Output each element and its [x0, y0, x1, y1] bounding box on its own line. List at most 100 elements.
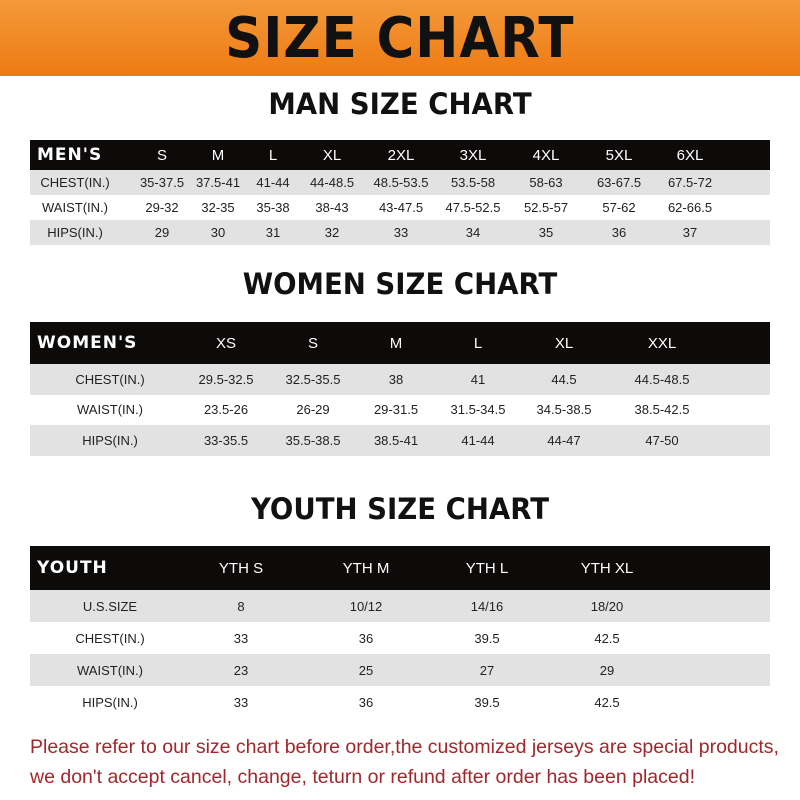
table-cell: 38	[388, 371, 404, 387]
row-label: CHEST(IN.)	[40, 175, 110, 190]
table-cell: 33	[233, 630, 249, 646]
youth-heading: YOUTH SIZE CHART	[250, 492, 550, 526]
table-header-row: WOMEN'S XS S M L XL XXL	[30, 322, 770, 364]
table-cell: 33	[393, 225, 409, 240]
table-cell: 8	[237, 598, 245, 614]
row-label: HIPS(IN.)	[82, 432, 138, 448]
table-cell: 41	[470, 371, 486, 387]
table-row: CHEST(IN.) 33 36 39.5 42.5	[30, 622, 770, 654]
notice-line-2: we don't accept cancel, change, teturn o…	[30, 766, 695, 788]
size-header: YTH M	[342, 559, 390, 577]
table-cell: 36	[358, 630, 374, 646]
table-cell: 41-44	[256, 175, 290, 190]
table-cell: 26-29	[296, 402, 330, 418]
table-title: MEN'S	[37, 145, 103, 165]
size-header: M	[389, 334, 403, 352]
table-cell: 47.5-52.5	[445, 200, 501, 215]
table-row: U.S.SIZE 8 10/12 14/16 18/20	[30, 590, 770, 622]
notice-line-1: Please refer to our size chart before or…	[30, 736, 779, 758]
table-cell: 31	[265, 225, 281, 240]
row-label: CHEST(IN.)	[75, 371, 145, 387]
size-header: XS	[215, 334, 237, 352]
size-header: 2XL	[387, 146, 415, 164]
table-title: YOUTH	[37, 558, 108, 578]
table-cell: 42.5	[594, 694, 620, 710]
size-header: L	[268, 146, 278, 164]
row-label: U.S.SIZE	[82, 598, 138, 614]
table-cell: 35-38	[256, 200, 290, 215]
size-header: 4XL	[532, 146, 560, 164]
size-header: YTH L	[465, 559, 509, 577]
table-cell: 32.5-35.5	[285, 371, 341, 387]
table-cell: 34	[465, 225, 481, 240]
men-heading: MAN SIZE CHART	[268, 87, 532, 121]
size-header: M	[211, 146, 225, 164]
table-cell: 25	[358, 662, 374, 678]
table-row: WAIST(IN.) 23.5-26 26-29 29-31.5 31.5-34.5 34…	[30, 394, 770, 425]
table-cell: 35	[538, 225, 554, 240]
table-cell: 29-32	[145, 200, 179, 215]
table-cell: 38-43	[315, 200, 349, 215]
size-header: YTH XL	[580, 559, 634, 577]
table-cell: 30	[210, 225, 226, 240]
table-cell: 41-44	[461, 432, 495, 448]
table-cell: 42.5	[594, 630, 620, 646]
table-cell: 63-67.5	[596, 175, 642, 190]
table-cell: 37	[682, 225, 698, 240]
table-cell: 52.5-57	[523, 200, 569, 215]
table-cell: 62-66.5	[667, 200, 713, 215]
size-header: XL	[322, 146, 342, 164]
table-cell: 53.5-58	[450, 175, 496, 190]
table-cell: 27	[479, 662, 495, 678]
women-heading: WOMEN SIZE CHART	[242, 267, 558, 301]
table-cell: 31.5-34.5	[450, 402, 506, 418]
table-title: WOMEN'S	[37, 333, 138, 353]
table-cell: 57-62	[602, 200, 636, 215]
size-header: S	[307, 334, 319, 352]
table-row: WAIST(IN.) 23 25 27 29	[30, 654, 770, 686]
row-label: WAIST(IN.)	[77, 402, 143, 418]
table-cell: 38.5-42.5	[634, 402, 690, 418]
table-cell: 44-47	[547, 432, 581, 448]
table-cell: 10/12	[349, 598, 383, 614]
size-header: 3XL	[459, 146, 487, 164]
table-cell: 58-63	[529, 175, 563, 190]
size-header: YTH S	[218, 559, 264, 577]
table-cell: 44.5-48.5	[634, 371, 690, 387]
table-header-row: MEN'S S M L XL 2XL 3XL 4XL 5XL 6XL	[30, 140, 770, 170]
size-header: XXL	[647, 334, 677, 352]
size-header: L	[473, 334, 483, 352]
row-label: HIPS(IN.)	[82, 694, 138, 710]
table-cell: 35.5-38.5	[285, 432, 341, 448]
table-cell: 23	[233, 662, 249, 678]
table-cell: 39.5	[474, 694, 500, 710]
row-label: HIPS(IN.)	[47, 225, 103, 240]
title-banner: SIZE CHART	[0, 0, 800, 76]
table-cell: 47-50	[645, 432, 679, 448]
table-cell: 33-35.5	[203, 432, 249, 448]
table-cell: 29	[599, 662, 615, 678]
size-header: 5XL	[605, 146, 633, 164]
table-row: WAIST(IN.) 29-32 32-35 35-38 38-43 43-47.5 47.…	[30, 195, 770, 220]
table-cell: 44-48.5	[309, 175, 355, 190]
table-cell: 14/16	[470, 598, 504, 614]
table-row: CHEST(IN.) 35-37.5 37.5-41 41-44 44-48.5 48.5…	[30, 170, 770, 195]
table-cell: 29-31.5	[373, 402, 419, 418]
table-row: HIPS(IN.) 33 36 39.5 42.5	[30, 686, 770, 718]
table-cell: 33	[233, 694, 249, 710]
table-cell: 48.5-53.5	[373, 175, 429, 190]
row-label: CHEST(IN.)	[75, 630, 145, 646]
size-header: S	[156, 146, 168, 164]
table-cell: 35-37.5	[139, 175, 185, 190]
table-row: CHEST(IN.) 29.5-32.5 32.5-35.5 38 41 44.5 44.5…	[30, 364, 770, 395]
table-cell: 39.5	[474, 630, 500, 646]
table-cell: 67.5-72	[667, 175, 713, 190]
table-cell: 23.5-26	[203, 402, 249, 418]
size-header: 6XL	[676, 146, 704, 164]
table-cell: 32-35	[201, 200, 235, 215]
table-cell: 29	[154, 225, 170, 240]
size-header: XL	[554, 334, 574, 352]
table-cell: 29.5-32.5	[198, 371, 254, 387]
row-label: WAIST(IN.)	[42, 200, 108, 215]
table-cell: 34.5-38.5	[536, 402, 592, 418]
